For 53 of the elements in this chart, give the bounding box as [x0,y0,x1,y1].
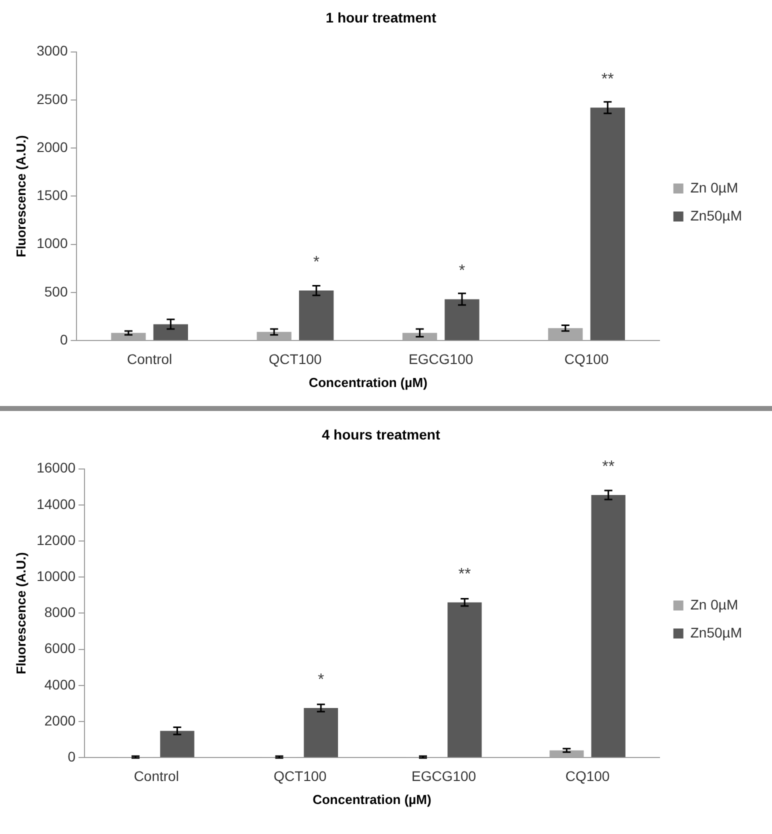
legend-label: Zn50µM [690,624,742,640]
bar [444,299,480,340]
x-tick-label: EGCG100 [412,768,476,784]
bar [256,332,292,340]
y-tick-label: 6000 [44,640,76,656]
legend-label: Zn50µM [690,207,742,224]
bar [111,332,146,340]
x-tick-label: EGCG100 [408,350,474,367]
bar [591,494,626,758]
bar [548,328,583,340]
bar [153,324,188,340]
y-tick-label: 16000 [36,460,76,476]
chart-title: 4 hours treatment [322,426,440,442]
bar [448,602,482,758]
y-tick-label: 14000 [36,496,76,512]
annotation: * [313,254,320,271]
annotation: * [318,671,324,688]
y-tick-label: 2500 [36,90,68,107]
bar [550,750,584,758]
y-tick-label: 2000 [44,712,76,728]
x-tick-label: QCT100 [268,350,322,367]
y-tick-label: 1000 [36,235,68,252]
annotation: ** [602,458,615,476]
bar [402,332,438,340]
x-tick-label: CQ100 [564,350,609,367]
y-tick-label: 3000 [36,42,68,59]
y-tick-label: 0 [68,748,76,764]
chart-title: 1 hour treatment [326,9,437,26]
x-axis-title: Concentration (µM) [312,792,432,807]
x-tick-label: CQ100 [565,768,610,784]
y-tick-label: 2000 [36,138,68,155]
y-tick-label: 12000 [36,532,76,548]
y-axis-title: Fluorescence (A.U.) [13,135,28,258]
y-tick-label: 10000 [36,568,76,584]
annotation: ** [601,71,614,88]
y-tick-label: 0 [60,331,68,348]
bar [590,108,625,340]
x-axis-title: Concentration (µM) [308,374,428,390]
x-tick-label: Control [127,350,172,367]
legend-label: Zn 0µM [690,596,738,612]
y-tick-label: 8000 [44,604,76,620]
annotation: ** [458,566,471,583]
bar [304,708,338,758]
x-tick-label: QCT100 [274,768,327,784]
y-axis-title: Fluorescence (A.U.) [13,552,28,674]
legend-label: Zn 0µM [690,179,738,196]
y-tick-label: 500 [44,283,68,300]
bar [299,290,334,340]
annotation: * [458,262,466,280]
y-tick-label: 4000 [44,676,76,692]
y-tick-label: 1500 [36,187,68,204]
bar [160,730,194,758]
x-tick-label: Control [134,768,179,784]
